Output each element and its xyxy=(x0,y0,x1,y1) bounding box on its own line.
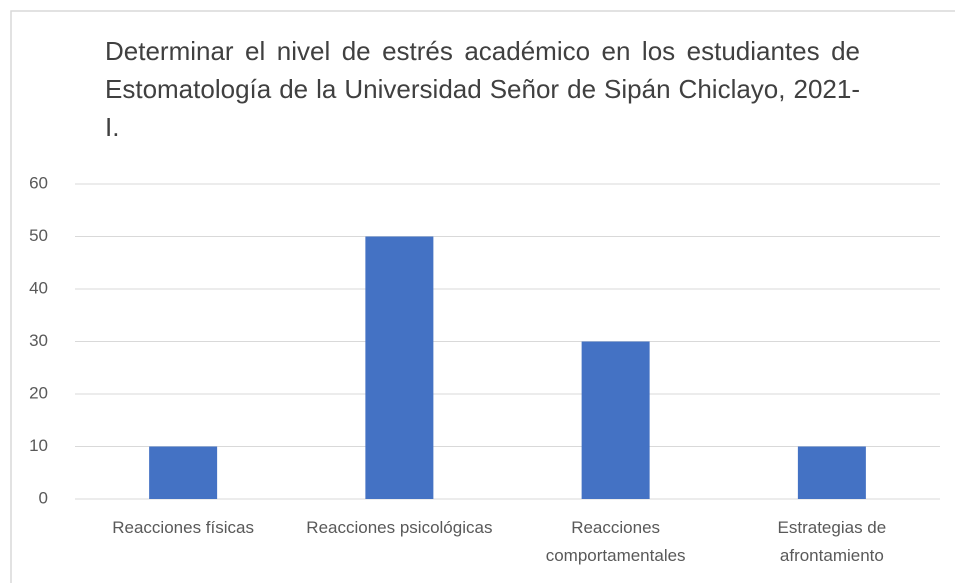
bar xyxy=(581,341,650,499)
x-tick-label: Reacciones físicas xyxy=(112,518,254,537)
y-tick-label: 50 xyxy=(29,226,48,245)
bar xyxy=(149,446,218,499)
y-tick-label: 10 xyxy=(29,436,48,455)
bar xyxy=(797,446,866,499)
chart-title: Determinar el nivel de estrés académico … xyxy=(105,36,860,142)
x-tick-label: Estrategias de afrontamiento xyxy=(777,518,887,565)
y-tick-label: 0 xyxy=(39,488,48,507)
y-tick-label: 20 xyxy=(29,383,48,402)
bar xyxy=(365,236,434,499)
x-tick-label: Reacciones psicológicas xyxy=(306,518,493,537)
y-tick-label: 60 xyxy=(29,173,48,192)
x-tick-label: Reacciones comportamentales xyxy=(545,518,686,565)
chart-border xyxy=(10,10,955,583)
y-tick-label: 40 xyxy=(29,278,48,297)
y-tick-label: 30 xyxy=(29,331,48,350)
